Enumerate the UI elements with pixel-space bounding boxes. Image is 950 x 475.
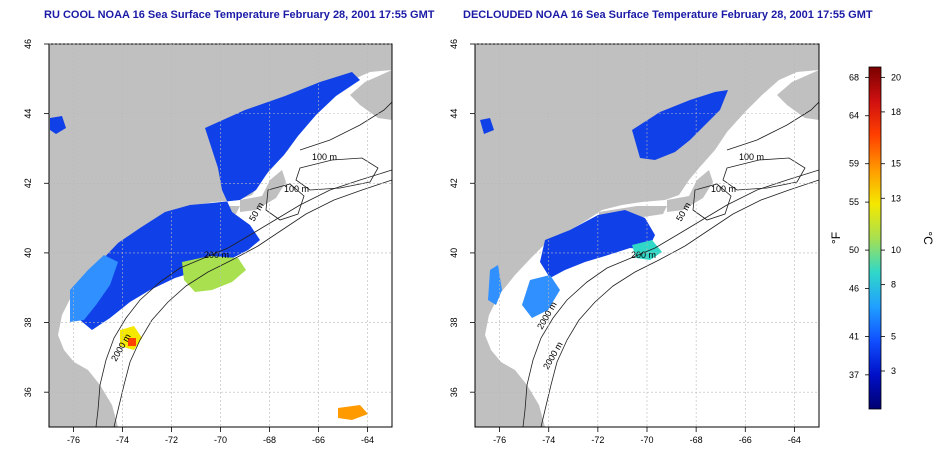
y-tick-label: 36 [449,387,459,397]
x-tick-label: -72 [165,435,178,445]
left-panel-title: RU COOL NOAA 16 Sea Surface Temperature … [44,9,435,21]
right-contour-200m [522,169,819,427]
x-tick-label: -64 [788,435,801,445]
right-cool-patch-west [488,265,502,305]
fahrenheit-tick-label: 46 [849,283,859,293]
right-contour-50m-loop [692,183,732,221]
fahrenheit-tick-label: 59 [849,159,859,169]
x-tick-label: -74 [542,435,555,445]
celsius-tick-label: 20 [891,72,901,82]
x-tick-label: -74 [116,435,129,445]
x-tick-label: -76 [493,435,506,445]
celsius-tick-label: 18 [891,107,901,117]
left-contour-100m-loop [295,157,379,191]
x-tick-label: -64 [361,435,374,445]
y-tick-label: 42 [23,178,33,188]
left-contour-2000m [113,179,392,427]
right-cold-water-south [540,210,655,278]
left-cool-patch-island [50,116,66,134]
fahrenheit-tick-label: 68 [849,72,859,82]
right-cape-cod-land [667,170,713,212]
colorbar-celsius-ticks: 20 18 15 13 10 8 5 3 [881,72,901,376]
right-contour-100m-upper [726,101,819,151]
left-contour-label-2: 100 m [284,184,309,194]
fahrenheit-tick-label: 37 [849,370,859,380]
x-tick-label: -66 [739,435,752,445]
left-contour-label-1: 100 m [312,152,337,162]
left-land [49,44,392,427]
y-tick-label: 44 [449,109,459,119]
right-map-panel: 100 m 100 m 50 m 200 m 2000 m 2000 m -76… [449,39,820,445]
y-tick-label: 36 [23,387,33,397]
y-tick-label: 42 [449,178,459,188]
right-x-axis: -76 -74 -72 -70 -68 -66 -64 [493,427,801,445]
right-y-axis: 36 38 40 42 44 46 [449,39,475,397]
left-cape-cod-land [240,170,286,212]
x-tick-label: -68 [263,435,276,445]
y-tick-label: 38 [23,318,33,328]
fahrenheit-tick-label: 55 [849,197,859,207]
right-panel-title: DECLOUDED NOAA 16 Sea Surface Temperatur… [463,9,873,21]
right-cold-water-gom [632,90,728,160]
left-nova-scotia-land [350,70,392,120]
x-tick-label: -72 [591,435,604,445]
y-tick-label: 40 [23,248,33,258]
x-tick-label: -76 [67,435,80,445]
right-contour-label-4: 200 m [631,250,656,260]
right-land [475,44,819,427]
right-contour-2000m [540,179,819,427]
y-tick-label: 38 [449,318,459,328]
colorbar-ramp [868,66,882,410]
x-tick-label: -70 [214,435,227,445]
right-nova-scotia-land [777,70,819,120]
celsius-tick-label: 10 [891,245,901,255]
fahrenheit-unit-label: °F [829,232,843,244]
celsius-tick-label: 8 [891,280,896,290]
left-x-axis: -76 -74 -72 -70 -68 -66 -64 [67,427,374,445]
y-tick-label: 40 [449,248,459,258]
colorbar-fahrenheit-ticks: 68 64 59 55 50 46 41 37 [849,72,869,380]
left-map-panel: 100 m 100 m 50 m 200 m 2000 m -76 -74 -72-… [23,39,393,445]
celsius-tick-label: 13 [891,193,901,203]
left-mid-water [70,255,118,322]
right-mid-water [522,275,560,318]
right-gridlines [475,43,819,427]
left-y-axis: 36 38 40 42 44 46 [23,39,49,397]
x-tick-label: -70 [640,435,653,445]
left-contour-label-4: 200 m [204,250,229,260]
y-tick-label: 46 [449,39,459,49]
fahrenheit-tick-label: 41 [849,331,859,341]
x-tick-label: -66 [312,435,325,445]
right-cool-patch-island [480,118,494,134]
left-contour-200m [95,169,392,427]
right-contour-label-2: 100 m [711,184,736,194]
y-tick-label: 46 [23,39,33,49]
left-cold-water [78,72,360,330]
colorbar: 68 64 59 55 50 46 41 37 20 18 15 13 10 8 5 3 °F °C [829,66,935,410]
celsius-unit-label: °C [921,231,935,245]
right-contour-label-1: 100 m [739,152,764,162]
left-gridlines [49,43,392,427]
left-contour-100m-upper [299,101,392,151]
left-contour-50m-loop [265,183,305,221]
left-warm-water [182,256,246,292]
left-hot-patch-far [338,405,368,420]
celsius-tick-label: 5 [891,331,896,341]
x-tick-label: -68 [690,435,703,445]
fahrenheit-tick-label: 64 [849,111,859,121]
celsius-tick-label: 15 [891,159,901,169]
y-tick-label: 44 [23,109,33,119]
celsius-tick-label: 3 [891,366,896,376]
left-hot-patch [128,338,136,346]
fahrenheit-tick-label: 50 [849,245,859,255]
